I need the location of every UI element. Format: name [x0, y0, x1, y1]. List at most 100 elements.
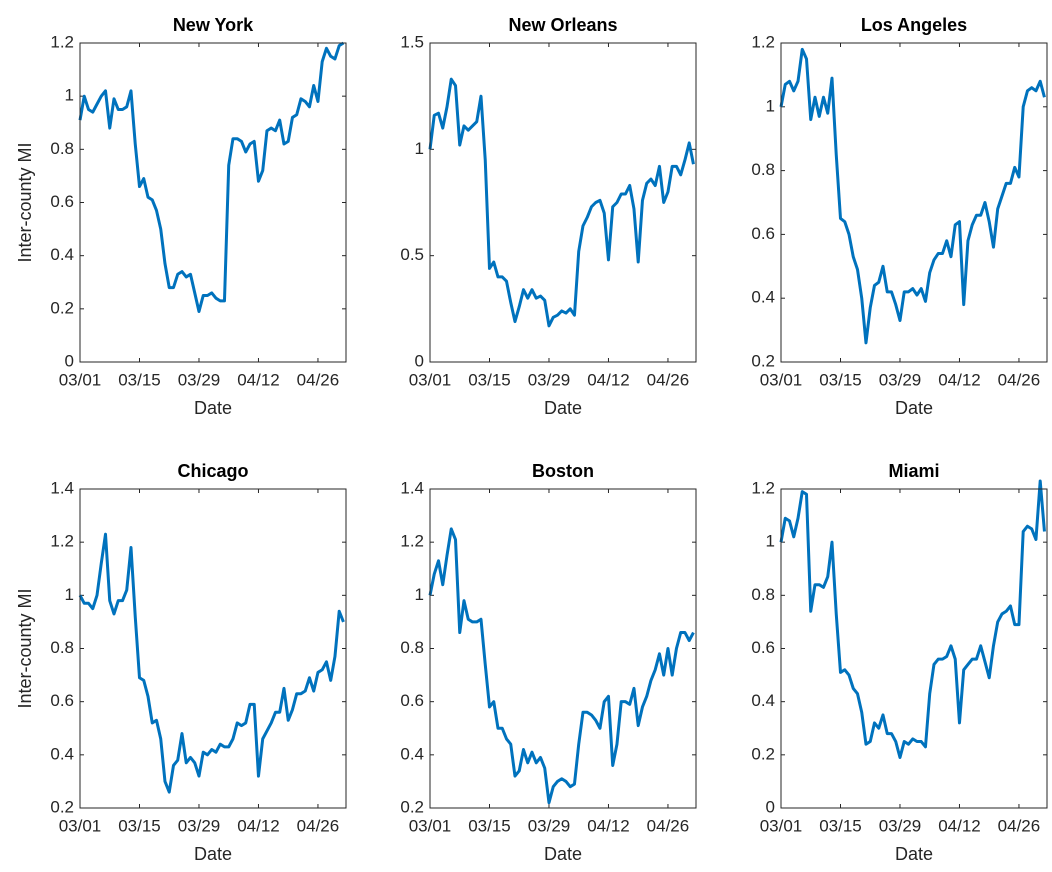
x-tick-label: 03/15 [468, 816, 511, 835]
y-tick-label: 0.4 [751, 288, 775, 307]
x-tick-label: 04/26 [647, 816, 690, 835]
y-axis-label: Inter-county MI [15, 588, 35, 708]
x-tick-label: 04/12 [237, 816, 280, 835]
y-tick-label: 0.6 [751, 638, 775, 657]
x-tick-label: 04/26 [297, 370, 340, 389]
y-tick-label: 0.6 [50, 192, 74, 211]
data-line [78, 532, 345, 794]
chart-title: Boston [532, 461, 594, 481]
y-tick-label: 0.4 [50, 744, 74, 763]
y-tick-label: 1.4 [50, 478, 74, 497]
y-tick-label: 0 [65, 351, 74, 370]
y-tick-label: 0.8 [751, 160, 775, 179]
x-tick-label: 04/12 [938, 370, 981, 389]
y-axis-label: Inter-county MI [15, 142, 35, 262]
y-tick-label: 1.4 [400, 478, 424, 497]
x-tick-label: 03/01 [760, 816, 803, 835]
x-tick-label: 04/26 [998, 370, 1041, 389]
x-tick-label: 03/29 [879, 370, 922, 389]
chart-title: Los Angeles [861, 15, 967, 35]
y-tick-label: 1 [766, 532, 775, 551]
y-tick-label: 1.2 [751, 32, 775, 51]
chart-title: New Orleans [508, 15, 617, 35]
plot-area [80, 489, 346, 808]
data-line [78, 41, 345, 313]
x-axis-label: Date [895, 398, 933, 418]
y-tick-label: 0.8 [400, 638, 424, 657]
x-tick-label: 03/29 [178, 370, 221, 389]
axes-box [79, 488, 347, 809]
y-tick-label: 1.2 [50, 32, 74, 51]
axes-box [780, 42, 1048, 363]
x-tick-label: 03/29 [178, 816, 221, 835]
x-tick-label: 03/15 [819, 370, 862, 389]
x-axis-label: Date [544, 844, 582, 864]
x-axis-label: Date [895, 844, 933, 864]
x-tick-label: 03/29 [879, 816, 922, 835]
y-tick-label: 0 [766, 797, 775, 816]
chart-title: Chicago [177, 461, 248, 481]
x-tick-label: 03/01 [409, 370, 452, 389]
y-tick-label: 0.4 [50, 245, 74, 264]
x-axis-label: Date [544, 398, 582, 418]
y-tick-label: 0.4 [400, 744, 424, 763]
y-tick-label: 0.6 [400, 691, 424, 710]
y-tick-label: 0.2 [50, 797, 74, 816]
x-tick-label: 04/12 [938, 816, 981, 835]
axes-box [429, 488, 697, 809]
y-tick-label: 0.8 [50, 139, 74, 158]
y-tick-label: 1 [415, 139, 424, 158]
y-tick-label: 1 [415, 585, 424, 604]
y-tick-label: 1.2 [400, 532, 424, 551]
x-tick-label: 04/12 [237, 370, 280, 389]
y-tick-label: 1 [65, 86, 74, 105]
x-tick-label: 03/01 [59, 370, 102, 389]
x-tick-label: 04/26 [998, 816, 1041, 835]
x-tick-label: 03/15 [819, 816, 862, 835]
data-line [779, 479, 1046, 759]
y-tick-label: 0.8 [751, 585, 775, 604]
data-line [428, 77, 695, 328]
x-tick-label: 03/15 [118, 816, 161, 835]
plot-area [430, 489, 696, 808]
y-tick-label: 1.2 [751, 478, 775, 497]
x-tick-label: 03/15 [468, 370, 511, 389]
plot-area [80, 43, 346, 362]
chart-title: New York [173, 15, 254, 35]
axes-box [780, 488, 1048, 809]
y-tick-label: 0.2 [50, 298, 74, 317]
x-tick-label: 03/15 [118, 370, 161, 389]
y-tick-label: 1 [766, 96, 775, 115]
y-tick-label: 0.5 [400, 245, 424, 264]
plot-area [781, 489, 1047, 808]
y-tick-label: 0.4 [751, 691, 775, 710]
x-axis-label: Date [194, 398, 232, 418]
y-tick-label: 0.6 [751, 224, 775, 243]
axes-box [79, 42, 347, 363]
y-tick-label: 1 [65, 585, 74, 604]
y-tick-label: 0.2 [751, 351, 775, 370]
y-tick-label: 0.6 [50, 691, 74, 710]
data-line [428, 527, 695, 805]
plot-area [430, 43, 696, 362]
x-tick-label: 04/12 [587, 816, 630, 835]
x-tick-label: 04/12 [587, 370, 630, 389]
y-tick-label: 0 [415, 351, 424, 370]
data-line [779, 47, 1046, 345]
x-tick-label: 03/01 [409, 816, 452, 835]
x-tick-label: 03/01 [760, 370, 803, 389]
x-tick-label: 03/01 [59, 816, 102, 835]
x-tick-label: 04/26 [297, 816, 340, 835]
y-tick-label: 0.8 [50, 638, 74, 657]
x-tick-label: 03/29 [528, 816, 571, 835]
x-tick-label: 03/29 [528, 370, 571, 389]
x-tick-label: 04/26 [647, 370, 690, 389]
chart-title: Miami [888, 461, 939, 481]
y-tick-label: 0.2 [751, 744, 775, 763]
axes-box [429, 42, 697, 363]
plot-area [781, 43, 1047, 362]
x-axis-label: Date [194, 844, 232, 864]
y-tick-label: 1.2 [50, 532, 74, 551]
